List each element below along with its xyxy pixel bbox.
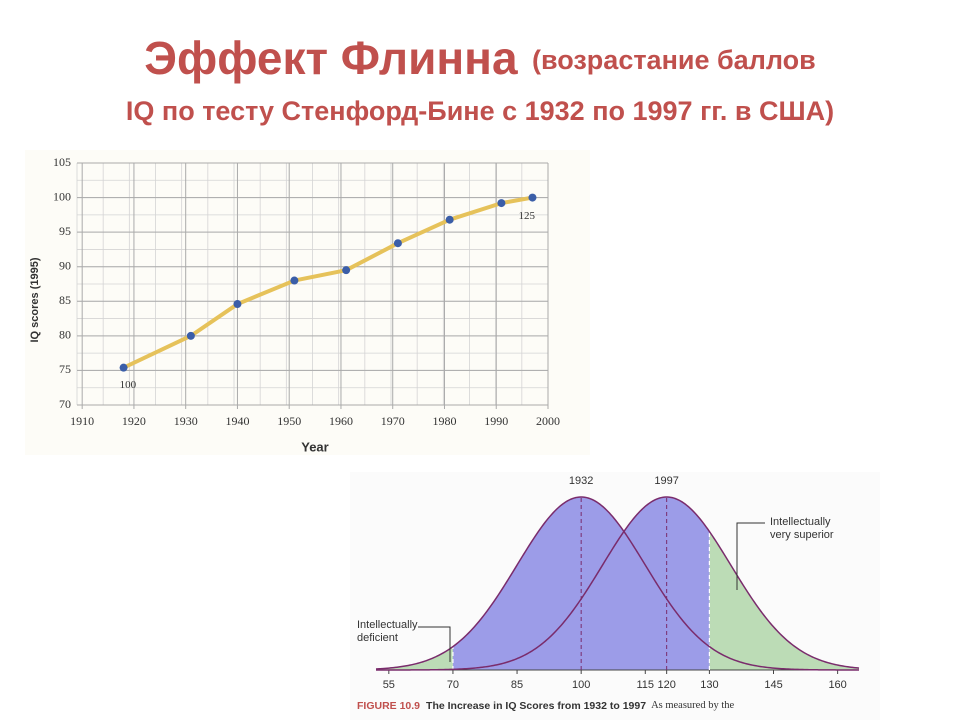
annotation: very superior [770, 529, 834, 541]
title-line2: IQ по тесту Стенфорд-Бине с 1932 по 1997… [126, 96, 834, 126]
caption-title: The Increase in IQ Scores from 1932 to 1… [426, 700, 646, 712]
data-point [393, 239, 402, 248]
x-tick-label: 1960 [329, 414, 353, 428]
distribution-curve [375, 496, 860, 671]
x-tick-label: 1990 [484, 414, 508, 428]
slide-title: Эффект Флинна (возрастание баллов [144, 32, 815, 84]
x-tick-label: 1930 [174, 414, 198, 428]
caption: FIGURE 10.9 The Increase in IQ Scores fro… [357, 700, 735, 712]
distribution-curve [375, 496, 860, 671]
data-point [186, 331, 195, 340]
distribution-chart: 55 70 85 100 115 120 130 145 160 1932 1997 Intellec… [357, 475, 860, 712]
annotation: 100 [120, 379, 137, 391]
x-tick-label: 120 [657, 679, 675, 691]
data-point [290, 276, 299, 285]
data-point [497, 199, 506, 208]
tail-area [709, 531, 859, 670]
y-tick-label: 85 [59, 293, 71, 307]
x-tick-label: 85 [511, 679, 523, 691]
x-tick-label: 145 [764, 679, 782, 691]
annotation: Intellectually [770, 516, 831, 528]
y-tick-label: 75 [59, 362, 71, 376]
y-tick-label: 80 [59, 328, 71, 342]
y-tick-label: 70 [59, 397, 71, 411]
y-tick-label: 90 [59, 258, 71, 272]
chart1-background [25, 150, 590, 455]
x-tick-label: 1970 [381, 414, 405, 428]
y-axis-label: IQ scores (1995) [29, 257, 41, 342]
x-tick-label: 1940 [225, 414, 249, 428]
series-label: 1997 [654, 475, 678, 487]
title-main: Эффект Флинна [144, 32, 518, 84]
y-tick-label: 105 [53, 155, 71, 169]
x-tick-label: 1980 [432, 414, 456, 428]
x-tick-label: 1910 [70, 414, 94, 428]
x-tick-label: 2000 [536, 414, 560, 428]
x-tick-label: 130 [700, 679, 718, 691]
title-sub: (возрастание баллов [532, 45, 816, 75]
data-point [119, 363, 128, 372]
x-axis-label: Year [301, 439, 328, 454]
series-label: 1932 [569, 475, 593, 487]
data-point [445, 215, 454, 224]
tail-area [376, 646, 453, 670]
annotation-pointer [418, 626, 451, 662]
data-point [342, 266, 351, 275]
caption-text: As measured by the [651, 700, 734, 711]
x-tick-label: 160 [828, 679, 846, 691]
data-point [528, 193, 537, 202]
line-chart: 70 75 80 85 90 95 100 105 1910 1920 1930 1940 1950 19… [29, 155, 560, 455]
y-tick-label: 100 [53, 189, 71, 203]
annotation: deficient [357, 632, 398, 644]
x-tick-label: 55 [383, 679, 395, 691]
x-tick-label: 115 [637, 679, 655, 691]
annotation-pointer [736, 522, 765, 590]
x-tick-label: 1920 [122, 414, 146, 428]
x-tick-label: 1950 [277, 414, 301, 428]
annotation: Intellectually [357, 619, 418, 631]
x-tick-label: 70 [447, 679, 459, 691]
y-tick-label: 95 [59, 224, 71, 238]
x-tick-label: 100 [572, 679, 590, 691]
data-point [233, 300, 242, 309]
caption-figure: FIGURE 10.9 [357, 700, 420, 712]
annotation: 125 [518, 210, 535, 222]
